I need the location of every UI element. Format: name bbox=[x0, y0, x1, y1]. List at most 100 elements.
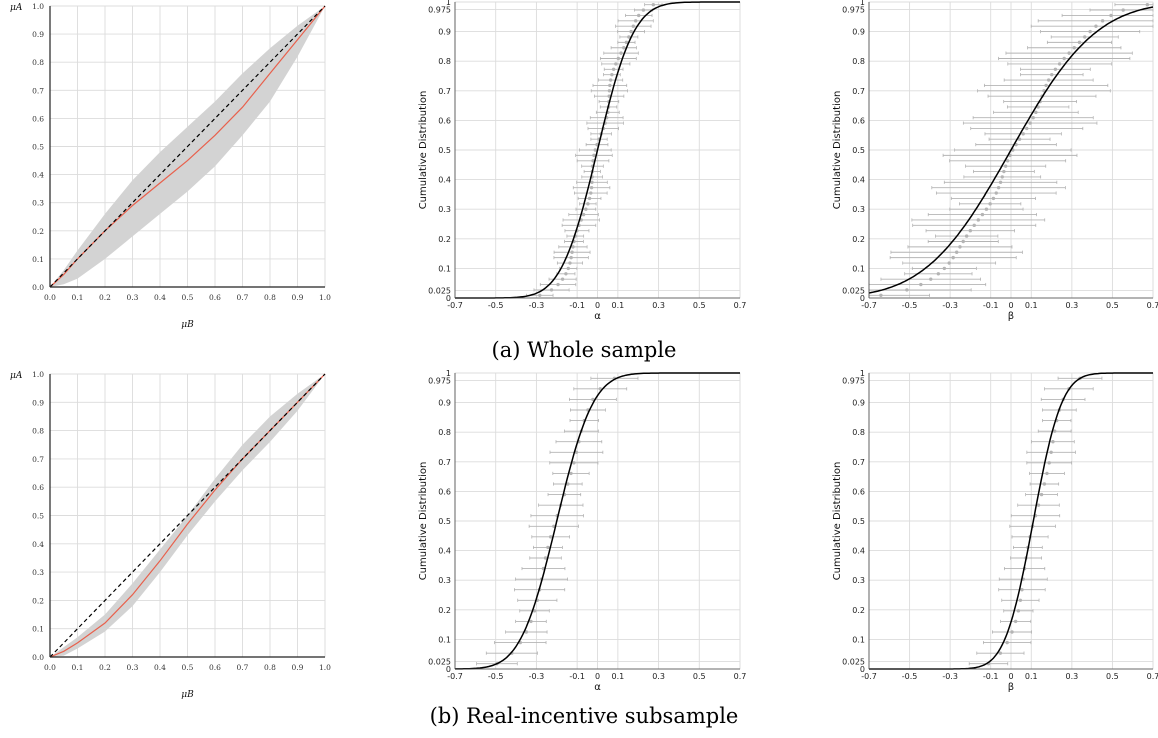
x-tick-label: 0.1 bbox=[1025, 301, 1038, 310]
y-tick-label: 0.6 bbox=[438, 116, 451, 125]
data-point bbox=[1025, 126, 1029, 131]
data-point bbox=[543, 556, 548, 560]
y-tick-label: 0.1 bbox=[32, 255, 44, 264]
x-tick-label: -0.5 bbox=[488, 672, 504, 681]
data-point bbox=[929, 277, 933, 281]
data-point bbox=[1052, 429, 1057, 433]
y-tick-label: 0.0 bbox=[32, 653, 44, 662]
data-point bbox=[1002, 169, 1006, 174]
data-point bbox=[1039, 492, 1044, 497]
data-point bbox=[1000, 175, 1004, 179]
y-tick-label: 0.4 bbox=[32, 171, 44, 180]
data-point bbox=[1067, 51, 1071, 55]
x-tick-label: 0.5 bbox=[693, 301, 706, 310]
y-tick-label: 0.5 bbox=[438, 146, 451, 155]
y-tick-label: 0.975 bbox=[842, 5, 865, 14]
data-point bbox=[591, 159, 595, 163]
x-tick-label: 0.1 bbox=[611, 672, 624, 681]
x-tick-label: -0.5 bbox=[902, 301, 918, 310]
x-tick-label: -0.5 bbox=[902, 672, 918, 681]
y-tick-label: 0.025 bbox=[842, 287, 865, 296]
data-point bbox=[996, 185, 1001, 190]
y-axis-label: Cumulative Distribution bbox=[418, 462, 429, 581]
x-tick-label: 1.0 bbox=[319, 293, 331, 302]
data-point bbox=[1003, 164, 1008, 168]
x-tick-label: 0.7 bbox=[237, 293, 249, 302]
data-point bbox=[566, 266, 570, 271]
data-point bbox=[1088, 29, 1092, 34]
data-point bbox=[1042, 482, 1047, 486]
x-tick-label: 0.3 bbox=[1065, 301, 1078, 310]
y-tick-label: 1 bbox=[446, 0, 451, 7]
data-point bbox=[954, 250, 959, 254]
x-axis-label: β bbox=[1008, 311, 1014, 322]
panel-real-alpha: -0.7 -0.5 -0.3 -0.1 0 0.1 0.3 0.5 0.700.0250.10.… bbox=[418, 369, 746, 693]
data-point bbox=[569, 255, 573, 260]
x-tick-label: 0.1 bbox=[72, 663, 84, 672]
y-tick-label: 0 bbox=[446, 665, 451, 674]
y-tick-label: 0.4 bbox=[438, 176, 451, 185]
y-tick-label: 0.4 bbox=[852, 176, 865, 185]
y-tick-label: 0.0 bbox=[32, 283, 44, 292]
data-point bbox=[631, 24, 636, 28]
data-point bbox=[524, 630, 529, 634]
y-tick-label: 0.3 bbox=[852, 576, 865, 585]
data-point bbox=[988, 202, 992, 206]
y-tick-label: 0.6 bbox=[32, 483, 44, 492]
y-tick-label: 0.7 bbox=[438, 87, 451, 96]
y-tick-label: 0.5 bbox=[852, 517, 865, 526]
data-point bbox=[951, 255, 955, 260]
data-point bbox=[991, 196, 996, 201]
data-point bbox=[1094, 24, 1098, 28]
y-tick-label: 0.2 bbox=[438, 606, 451, 615]
data-point bbox=[1020, 588, 1024, 592]
x-tick-label: 0 bbox=[595, 672, 600, 681]
data-point bbox=[622, 46, 626, 50]
x-tick-label: -0.1 bbox=[569, 672, 585, 681]
x-tick-label: -0.7 bbox=[447, 301, 463, 310]
data-point bbox=[972, 223, 976, 228]
x-axis-label: α bbox=[594, 311, 601, 322]
x-tick-label: -0.7 bbox=[861, 301, 877, 310]
data-point bbox=[587, 196, 592, 201]
data-point bbox=[1053, 67, 1058, 71]
data-point bbox=[584, 207, 588, 211]
data-point bbox=[581, 212, 586, 217]
data-point bbox=[1013, 619, 1018, 624]
x-tick-label: 0.7 bbox=[1147, 672, 1158, 681]
data-point bbox=[548, 535, 553, 539]
y-tick-label: 0.2 bbox=[438, 235, 451, 244]
y-tick-label: 0 bbox=[860, 294, 865, 303]
y-tick-label: 0.025 bbox=[428, 658, 451, 667]
x-tick-label: 0.6 bbox=[209, 663, 221, 672]
data-point bbox=[1062, 56, 1066, 61]
data-point bbox=[590, 180, 594, 184]
data-point bbox=[571, 245, 575, 249]
y-tick-label: 0.1 bbox=[32, 625, 44, 634]
y-tick-label: 0.8 bbox=[438, 57, 451, 66]
data-point bbox=[637, 13, 641, 18]
x-tick-label: 0.8 bbox=[264, 663, 276, 672]
x-tick-label: -0.5 bbox=[488, 301, 504, 310]
y-tick-label: 0.1 bbox=[852, 264, 865, 273]
y-tick-label: 0.5 bbox=[438, 517, 451, 526]
data-point bbox=[1077, 40, 1082, 45]
data-point bbox=[556, 282, 560, 287]
x-tick-label: 0.3 bbox=[127, 293, 139, 302]
x-tick-label: 0.5 bbox=[1106, 672, 1119, 681]
data-point bbox=[570, 250, 574, 254]
x-tick-label: -0.3 bbox=[529, 672, 545, 681]
x-tick-label: 0.7 bbox=[237, 663, 249, 672]
data-point bbox=[1018, 598, 1023, 602]
y-tick-label: 0.8 bbox=[438, 428, 451, 437]
y-tick-label: 0.9 bbox=[438, 399, 451, 408]
y-axis-label: μA bbox=[10, 371, 23, 381]
y-tick-label: 0.3 bbox=[438, 576, 451, 585]
cdf-curve bbox=[455, 372, 740, 670]
x-tick-label: -0.1 bbox=[983, 672, 999, 681]
x-tick-label: 0.7 bbox=[734, 672, 747, 681]
y-tick-label: 0.2 bbox=[852, 606, 865, 615]
data-point bbox=[629, 29, 633, 34]
x-tick-label: 0.7 bbox=[1147, 301, 1158, 310]
data-point bbox=[1049, 450, 1053, 454]
